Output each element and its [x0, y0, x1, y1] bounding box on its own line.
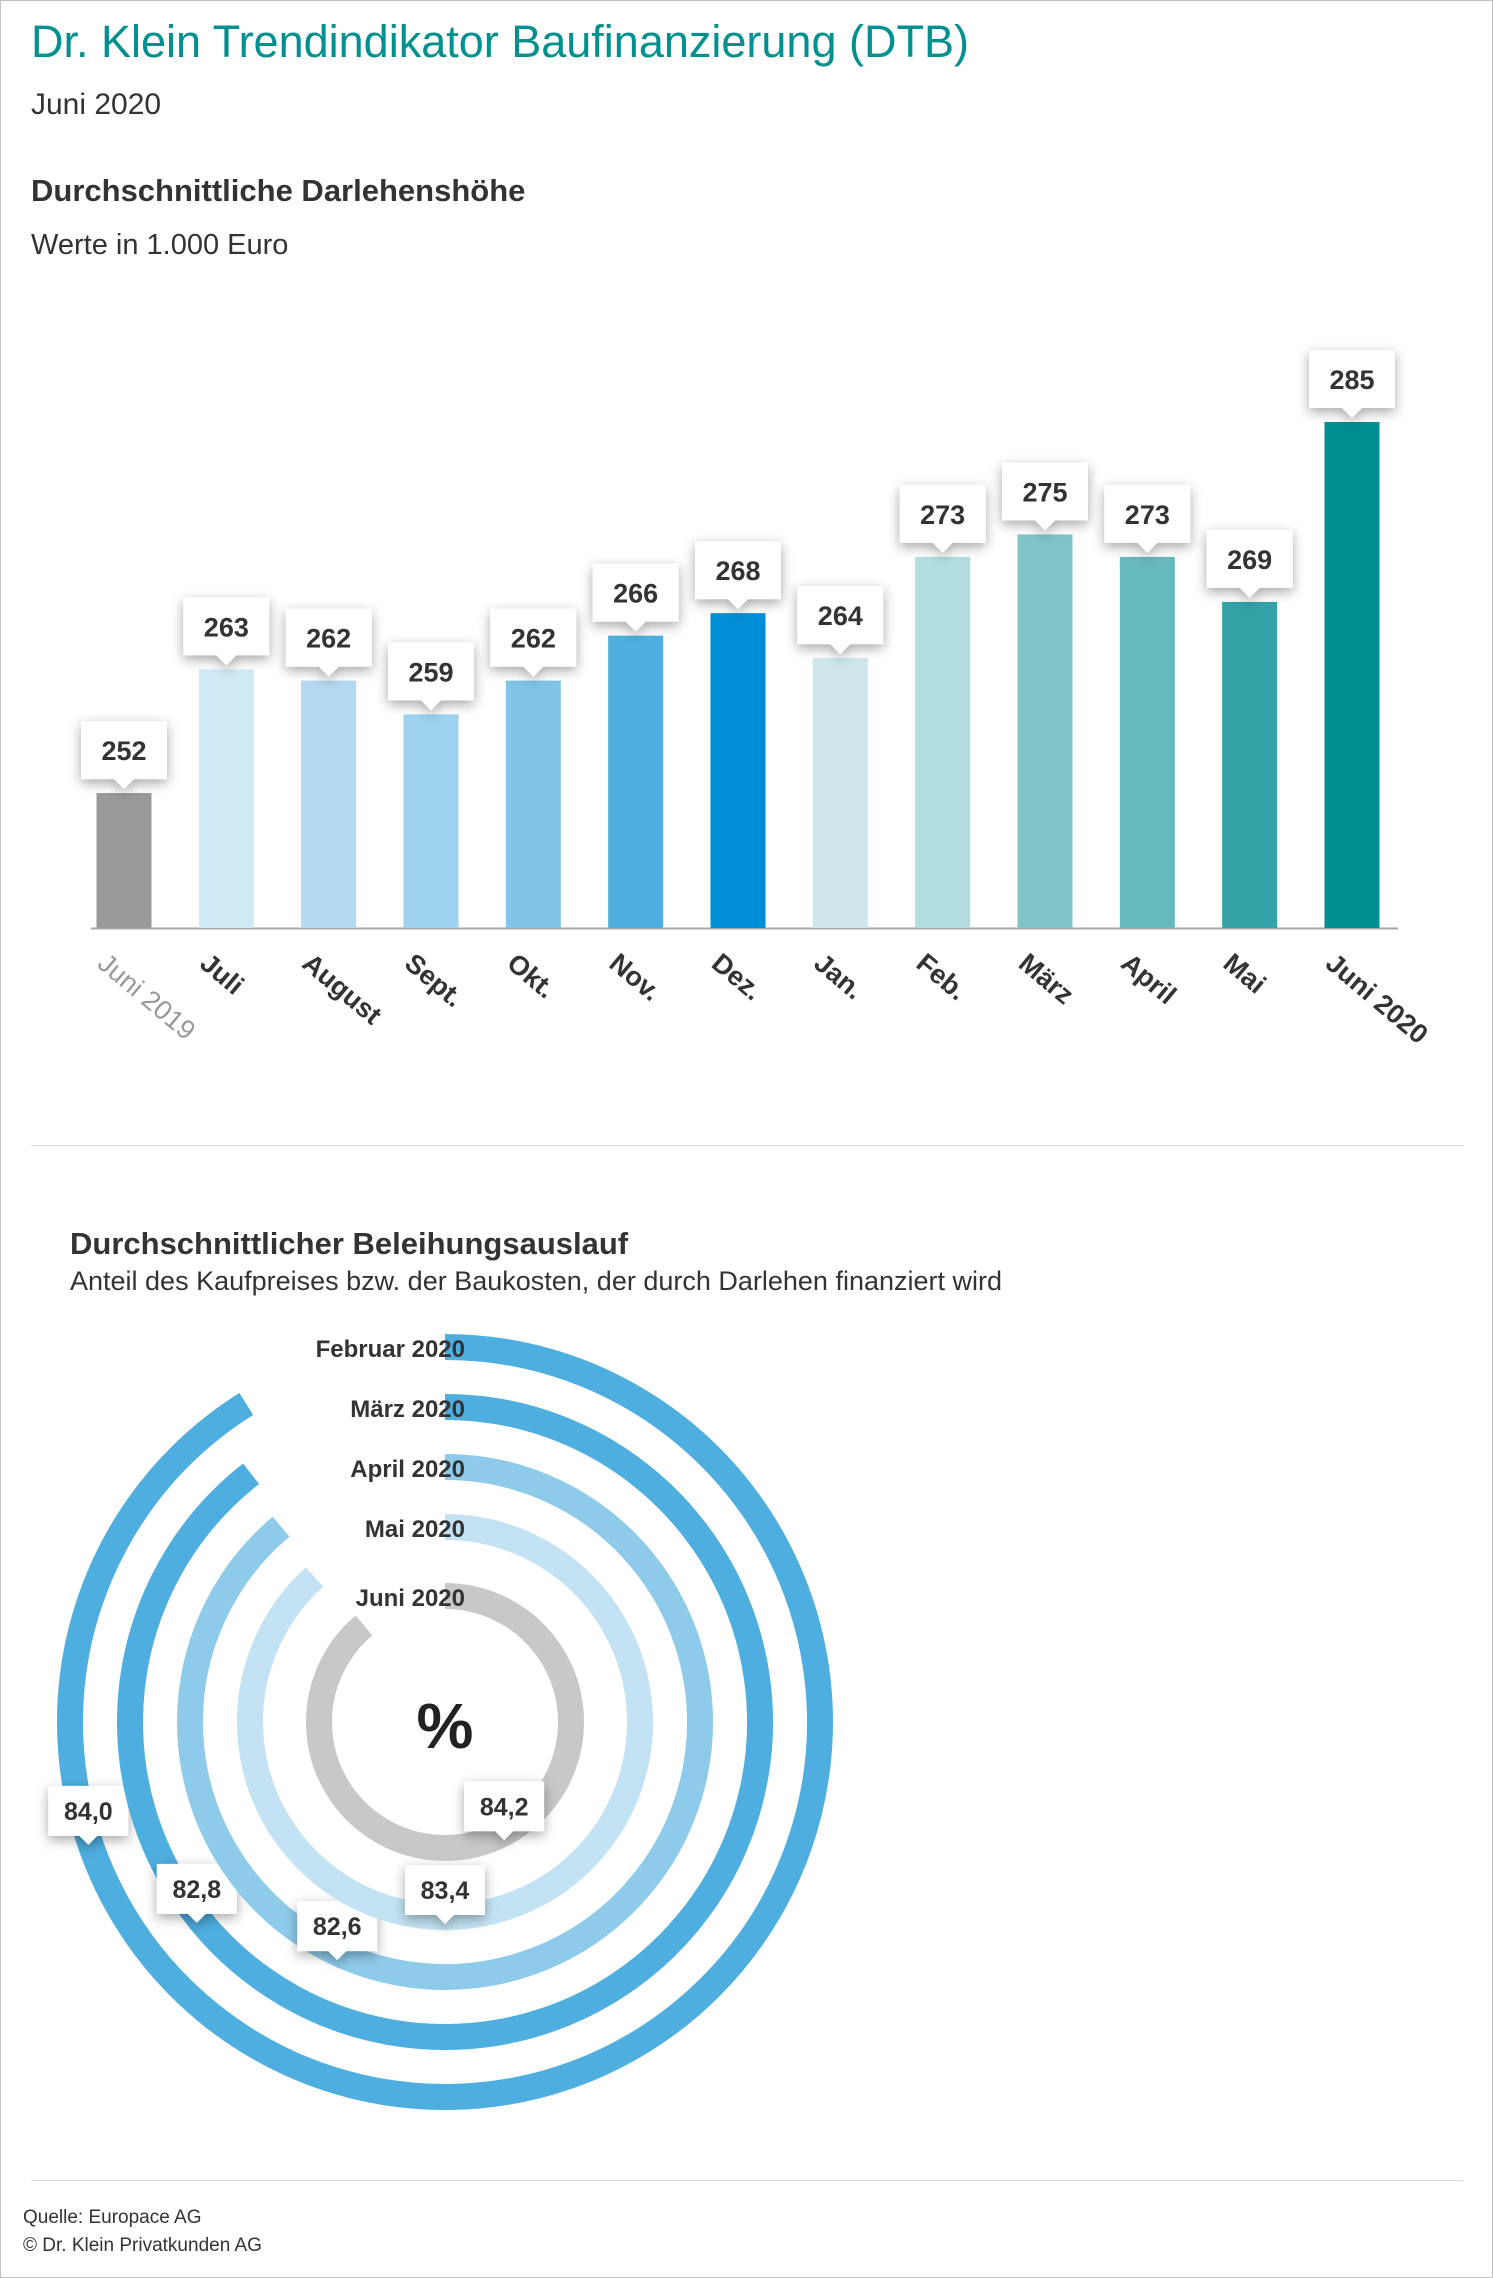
bar-12 — [1324, 422, 1380, 928]
footer-divider — [31, 2180, 1463, 2181]
bar-6 — [710, 613, 766, 928]
bar-2 — [301, 680, 357, 928]
bar-8 — [915, 556, 971, 928]
svg-text:252: 252 — [101, 736, 146, 766]
data-label-11: 269 — [1206, 529, 1293, 598]
page-title: Dr. Klein Trendindikator Baufinanzierung… — [31, 16, 969, 67]
ltv-chart-title: Durchschnittlicher Beleihungsauslauf — [70, 1226, 629, 1261]
svg-text:268: 268 — [715, 556, 760, 586]
svg-text:262: 262 — [306, 624, 351, 654]
data-label-0: 252 — [81, 721, 167, 790]
x-tick-label-6: Dez. — [706, 948, 768, 1007]
bar-7 — [812, 658, 868, 928]
x-tick-label-2: August — [297, 948, 388, 1031]
data-label-3: 259 — [388, 642, 474, 711]
bar-5 — [608, 635, 664, 928]
bar-3 — [403, 714, 459, 928]
bar-1 — [198, 669, 254, 928]
footer-copyright: © Dr. Klein Privatkunden AG — [23, 2235, 262, 2256]
x-tick-label-5: Nov. — [604, 948, 667, 1007]
data-label-4: 262 — [490, 608, 577, 677]
svg-text:259: 259 — [408, 657, 453, 687]
data-label-7: 264 — [797, 586, 884, 655]
svg-text:285: 285 — [1329, 365, 1374, 395]
data-label-1: 263 — [183, 597, 270, 666]
bar-0 — [96, 793, 152, 928]
x-tick-label-4: Okt. — [501, 948, 561, 1005]
x-tick-label-7: Jan. — [808, 948, 869, 1006]
data-label-6: 268 — [695, 541, 781, 610]
svg-text:273: 273 — [1125, 500, 1170, 530]
svg-text:263: 263 — [204, 612, 249, 642]
svg-text:264: 264 — [818, 601, 863, 631]
data-label-5: 266 — [592, 563, 679, 632]
x-tick-label-3: Sept. — [399, 948, 469, 1013]
x-tick-label-1: Juli — [194, 948, 249, 1001]
data-label-10: 273 — [1104, 484, 1191, 553]
x-tick-label-12: Juni 2020 — [1320, 948, 1434, 1050]
loan-chart-subtitle: Werte in 1.000 Euro — [31, 229, 289, 261]
page-date: Juni 2020 — [31, 88, 162, 121]
svg-text:269: 269 — [1227, 545, 1272, 575]
data-label-2: 262 — [285, 608, 372, 677]
x-tick-label-8: Feb. — [911, 948, 973, 1007]
loan-bar-chart: 252 Juni 2019 263 Juli 262 August 259 Sept. 262 O… — [81, 350, 1434, 1050]
footer-source: Quelle: Europace AG — [23, 2207, 202, 2228]
bar-10 — [1119, 556, 1175, 928]
svg-text:273: 273 — [920, 500, 965, 530]
data-label-12: 285 — [1309, 350, 1395, 418]
x-tick-label-0: Juni 2019 — [92, 948, 201, 1046]
ltv-chart-subtitle: Anteil des Kaufpreises bzw. der Baukoste… — [70, 1266, 1003, 1296]
x-tick-label-11: Mai — [1218, 948, 1272, 1000]
svg-text:266: 266 — [613, 579, 658, 609]
svg-text:262: 262 — [511, 624, 556, 654]
data-label-8: 273 — [899, 484, 986, 553]
x-tick-label-9: März — [1013, 948, 1079, 1011]
bar-4 — [505, 680, 561, 928]
bar-9 — [1017, 534, 1073, 928]
section-divider — [31, 1145, 1463, 1146]
loan-chart-title: Durchschnittliche Darlehenshöhe — [31, 173, 526, 208]
svg-text:275: 275 — [1022, 477, 1067, 507]
x-tick-label-10: April — [1115, 948, 1181, 1011]
bar-11 — [1222, 601, 1278, 928]
data-label-9: 275 — [1002, 462, 1088, 531]
